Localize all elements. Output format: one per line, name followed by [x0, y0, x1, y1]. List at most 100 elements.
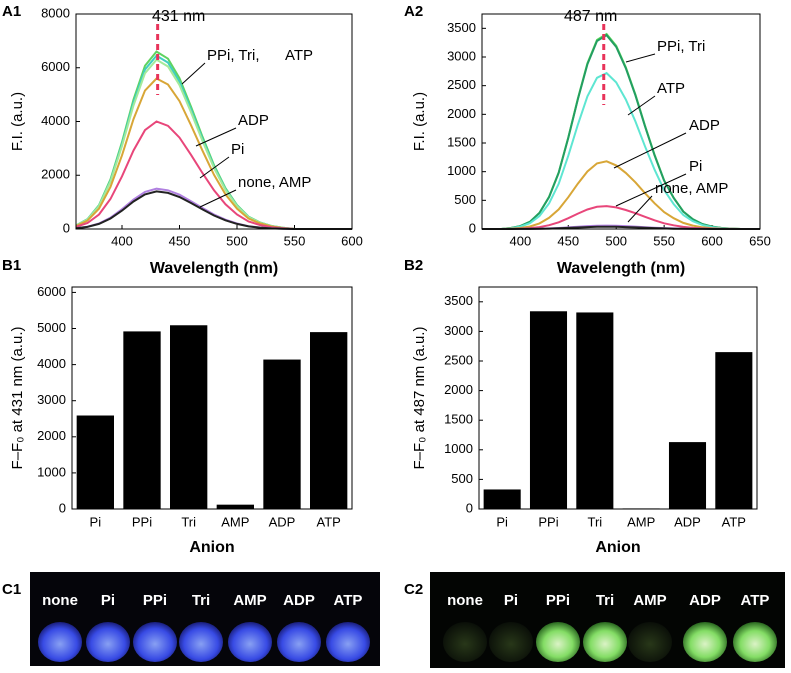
flask	[228, 622, 272, 662]
leader-line	[195, 127, 237, 147]
x-tick-label: Pi	[90, 514, 102, 529]
curve-label: none, AMP	[238, 174, 311, 191]
series-line	[75, 58, 352, 230]
panel-label: C1	[2, 581, 21, 598]
x-tick-label: 650	[749, 233, 771, 248]
curve-label: ATP	[285, 47, 313, 64]
y-tick-label: 1500	[444, 412, 473, 427]
panel-label: B2	[404, 257, 423, 274]
x-tick-label: Pi	[496, 514, 508, 529]
flask	[326, 622, 370, 662]
peak-label: 431 nm	[152, 8, 205, 25]
y-axis-label: F–F₀ at 431 nm (a.u.)	[9, 327, 26, 470]
curve-label: Pi	[231, 141, 244, 158]
flask-label: ATP	[741, 592, 770, 609]
x-axis-label: Anion	[595, 539, 640, 556]
flask-label: ATP	[334, 592, 363, 609]
leader-line	[181, 62, 206, 85]
leader-line	[615, 173, 687, 207]
peak-label: 487 nm	[564, 8, 617, 25]
flask-label: Tri	[192, 592, 210, 609]
leader-line	[613, 132, 687, 169]
y-tick-label: 2500	[447, 77, 476, 92]
y-tick-label: 3000	[37, 392, 66, 407]
x-axis-label: Wavelength (nm)	[557, 260, 685, 277]
y-axis-label: F.I. (a.u.)	[411, 92, 428, 151]
y-tick-label: 500	[451, 471, 473, 486]
leader-line	[625, 53, 656, 63]
y-tick-label: 4000	[37, 356, 66, 371]
y-tick-label: 6000	[37, 284, 66, 299]
leader-line	[627, 195, 653, 223]
flask	[38, 622, 82, 662]
x-tick-label: Tri	[587, 514, 602, 529]
flasks	[38, 622, 777, 662]
plot-frame	[478, 286, 758, 510]
curve-label: ADP	[689, 117, 720, 134]
y-tick-label: 2500	[444, 352, 473, 367]
y-tick-label: 2000	[41, 167, 70, 182]
y-tick-label: 2000	[447, 106, 476, 121]
x-tick-label: 500	[226, 233, 248, 248]
flask-label: PPi	[546, 592, 570, 609]
x-tick-label: 450	[169, 233, 191, 248]
flask	[443, 622, 487, 662]
bar	[668, 442, 707, 509]
x-tick-label: 500	[605, 233, 627, 248]
x-tick-label: 400	[509, 233, 531, 248]
plot-frame	[481, 13, 761, 230]
flask-label: Tri	[596, 592, 614, 609]
flask-label: Pi	[504, 592, 518, 609]
curve-label: ATP	[657, 80, 685, 97]
flask	[683, 622, 727, 662]
bar	[715, 352, 753, 509]
leader-line	[627, 95, 656, 116]
bar	[310, 332, 348, 509]
bar	[529, 311, 568, 509]
x-tick-label: 450	[557, 233, 579, 248]
y-tick-label: 0	[469, 220, 476, 235]
x-tick-label: ADP	[674, 514, 701, 529]
curve-label: Pi	[689, 158, 702, 175]
flask-label: ADP	[689, 592, 721, 609]
leader-line	[199, 189, 237, 208]
flask-label: AMP	[633, 592, 666, 609]
flask-label: Pi	[101, 592, 115, 609]
bar	[263, 359, 301, 509]
flask-label: none	[42, 592, 78, 609]
x-tick-label: 550	[284, 233, 306, 248]
y-tick-label: 5000	[37, 320, 66, 335]
flask	[628, 622, 672, 662]
y-tick-label: 1000	[447, 163, 476, 178]
y-tick-label: 2000	[444, 382, 473, 397]
y-tick-label: 8000	[41, 5, 70, 20]
x-tick-label: 600	[701, 233, 723, 248]
panel-label: B1	[2, 257, 21, 274]
series-line	[75, 50, 352, 230]
flask	[733, 622, 777, 662]
y-tick-label: 0	[63, 220, 70, 235]
y-tick-label: 1500	[447, 134, 476, 149]
x-tick-label: AMP	[221, 514, 249, 529]
plot-frame	[71, 286, 353, 510]
flask	[277, 622, 321, 662]
x-tick-label: ATP	[317, 514, 341, 529]
panel-label: C2	[404, 581, 423, 598]
plot-frame	[75, 13, 353, 230]
x-axis-label: Wavelength (nm)	[150, 260, 278, 277]
bar	[123, 331, 161, 509]
y-axis-label: F–F₀ at 487 nm (a.u.)	[411, 327, 428, 470]
y-tick-label: 6000	[41, 59, 70, 74]
x-tick-label: Tri	[181, 514, 196, 529]
flask	[179, 622, 223, 662]
bar	[576, 312, 614, 509]
panel-label: A1	[2, 3, 21, 20]
y-tick-label: 3000	[447, 48, 476, 63]
flask-label: none	[447, 592, 483, 609]
flask-label: PPi	[143, 592, 167, 609]
bar	[170, 325, 208, 509]
flask	[133, 622, 177, 662]
y-tick-label: 0	[466, 500, 473, 515]
series-line	[75, 54, 352, 230]
